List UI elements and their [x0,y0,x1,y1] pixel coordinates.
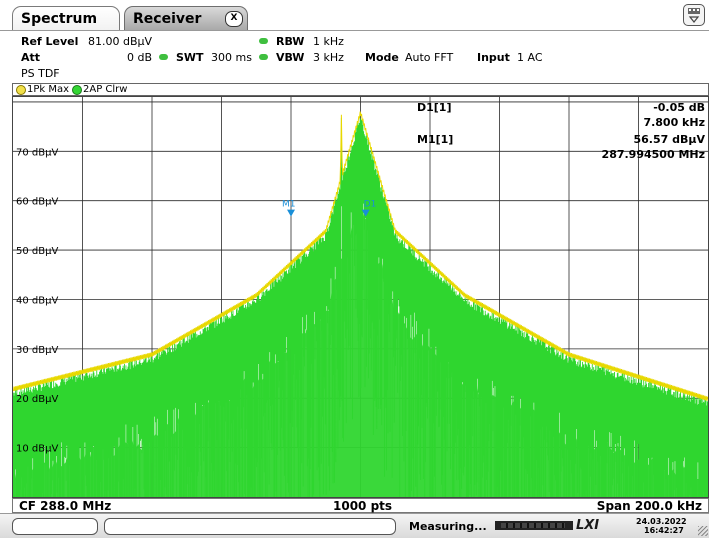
tab-spectrum[interactable]: Spectrum [12,6,120,30]
toolbar-toggle-button[interactable] [683,4,705,26]
spectrum-chart: 70 dBµV 60 dBµV 50 dBµV 40 dBµV 30 dBµV 20 dB… [13,97,708,497]
tab-spectrum-label: Spectrum [21,11,98,27]
rbw-coupled-dot-icon [259,38,268,44]
d1-level-value: -0.05 dB [653,101,705,114]
lxi-logo-icon: LXI [576,518,600,533]
trace1-line [13,111,708,401]
m1-marker-icon [287,209,295,217]
frequency-footer: CF 288.0 MHz 1000 pts Span 200.0 kHz [12,498,709,513]
vbw-value[interactable]: 3 kHz [313,51,344,64]
center-frequency[interactable]: CF 288.0 MHz [19,499,112,513]
status-bar: Measuring... LXI 24.03.2022 16:42:27 [0,513,709,538]
att-label: Att [21,51,41,64]
m1-level-value: 56.57 dBµV [633,133,706,146]
y-tick-label: 30 dBµV [16,345,58,356]
d1-marker-label[interactable]: D1[1] [417,101,452,114]
ps-tdf-indicator: PS TDF [21,67,60,80]
y-tick-label: 20 dBµV [16,394,58,405]
d1-flag-label: D1 [364,200,377,210]
progress-bar-icon [495,521,573,530]
span-value[interactable]: Span 200.0 kHz [596,499,702,513]
m1-marker-label[interactable]: M1[1] [417,133,454,146]
y-axis-labels: 70 dBµV 60 dBµV 50 dBµV 40 dBµV 30 dBµV 20 dB… [16,147,58,454]
input-label: Input [477,51,510,64]
tab-receiver[interactable]: Receiver X [124,6,248,30]
vbw-label: VBW [276,51,305,64]
tab-bar: Spectrum Receiver X [0,0,709,30]
status-field-left[interactable] [12,518,98,535]
status-field-message[interactable] [104,518,396,535]
tab-receiver-label: Receiver [133,11,202,27]
mode-value[interactable]: Auto FFT [405,51,454,64]
spectrum-plot[interactable]: 70 dBµV 60 dBµV 50 dBµV 40 dBµV 30 dBµV 20 dB… [12,96,709,498]
status-time: 16:42:27 [644,526,684,535]
d1-marker-icon [361,209,370,217]
trace-info-bar: 1Pk Max 2AP Clrw [12,83,709,96]
m1-flag-label: M1 [282,200,296,210]
trace1-dot-icon [16,85,26,95]
swt-value[interactable]: 300 ms [211,51,252,64]
vbw-coupled-dot-icon [259,54,268,60]
trace2-dot-icon [72,85,82,95]
y-tick-label: 70 dBµV [16,147,58,158]
trace1-label[interactable]: 1Pk Max [27,84,70,95]
toolbar-icon [688,8,700,23]
status-date: 24.03.2022 [636,517,687,526]
sweep-points[interactable]: 1000 pts [333,499,393,513]
y-tick-label: 60 dBµV [16,197,58,208]
ref-level-label: Ref Level [21,35,79,48]
y-tick-label: 10 dBµV [16,444,58,455]
att-value[interactable]: 0 dB [127,51,153,64]
trace2-line [13,117,708,497]
d1-freq-value: 7.800 kHz [643,116,705,129]
mode-label: Mode [365,51,399,64]
resize-grip-icon[interactable] [698,526,708,536]
settings-panel: Ref Level 81.00 dBµV RBW 1 kHz Att 0 dB … [0,30,709,83]
input-value[interactable]: 1 AC [517,51,543,64]
swt-coupled-dot-icon [159,54,168,60]
close-icon[interactable]: X [225,11,243,27]
rbw-value[interactable]: 1 kHz [313,35,344,48]
rbw-label: RBW [276,35,305,48]
measuring-status: Measuring... [409,520,487,533]
y-tick-label: 40 dBµV [16,295,58,306]
marker-flags: M1 D1 [282,200,376,217]
m1-freq-value: 287.994500 MHz [601,148,705,161]
ref-level-value[interactable]: 81.00 dBµV [88,35,153,48]
trace2-label[interactable]: 2AP Clrw [83,84,128,95]
trace-area [13,111,708,497]
swt-label: SWT [176,51,204,64]
y-tick-label: 50 dBµV [16,246,58,257]
